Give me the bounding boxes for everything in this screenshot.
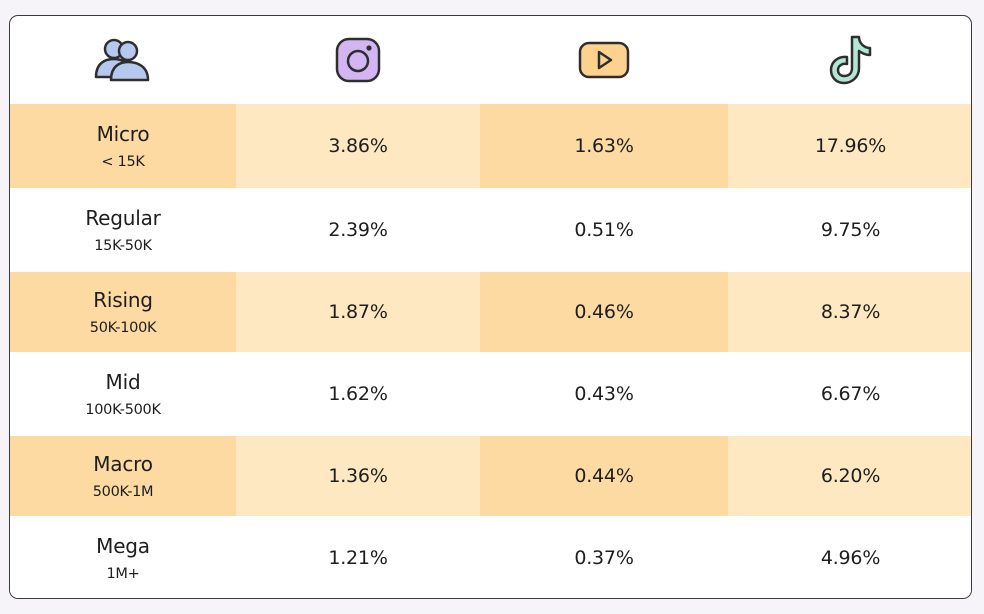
table-row-micro: Micro < 15K 3.86% 1.63% 17.96% (10, 104, 971, 188)
tiktok-value: 17.96% (814, 135, 887, 157)
instagram-value-cell: 1.21% (236, 516, 480, 598)
instagram-value: 3.86% (328, 135, 388, 157)
engagement-table: Micro < 15K 3.86% 1.63% 17.96% Regular 1… (9, 15, 972, 599)
tier-name: Macro (93, 451, 153, 476)
tiktok-value-cell: 17.96% (728, 104, 971, 188)
tiktok-value-cell: 8.37% (728, 272, 971, 352)
youtube-icon (578, 41, 630, 79)
tier-name: Mid (105, 369, 141, 394)
instagram-value: 2.39% (328, 219, 388, 241)
instagram-value-cell: 3.86% (236, 104, 480, 188)
tier-name: Micro (96, 121, 150, 146)
youtube-value-cell: 0.51% (480, 188, 728, 272)
instagram-value: 1.62% (328, 383, 388, 405)
instagram-value-cell: 1.87% (236, 272, 480, 352)
instagram-icon (335, 37, 381, 83)
tier-range: 1M+ (106, 565, 140, 582)
instagram-value-cell: 1.62% (236, 352, 480, 436)
tier-cell: Macro 500K-1M (10, 436, 236, 516)
youtube-value: 0.44% (574, 465, 634, 487)
tiktok-value-cell: 6.20% (728, 436, 971, 516)
youtube-value-cell: 0.43% (480, 352, 728, 436)
table-row-regular: Regular 15K-50K 2.39% 0.51% 9.75% (10, 188, 971, 272)
header-cell-tiktok (728, 16, 971, 104)
table-row-macro: Macro 500K-1M 1.36% 0.44% 6.20% (10, 436, 971, 516)
header-cell-tier (10, 16, 236, 104)
instagram-value: 1.36% (328, 465, 388, 487)
youtube-value: 1.63% (574, 135, 634, 157)
tiktok-value: 9.75% (820, 219, 881, 241)
tier-name: Mega (96, 533, 150, 558)
youtube-value-cell: 0.37% (480, 516, 728, 598)
youtube-value-cell: 0.44% (480, 436, 728, 516)
tier-cell: Regular 15K-50K (10, 188, 236, 272)
youtube-value-cell: 1.63% (480, 104, 728, 188)
tier-range: 15K-50K (94, 237, 152, 254)
tiktok-value: 6.67% (820, 383, 881, 405)
tier-cell: Micro < 15K (10, 104, 236, 188)
tier-name: Regular (85, 205, 161, 230)
tier-cell: Rising 50K-100K (10, 272, 236, 352)
youtube-value-cell: 0.46% (480, 272, 728, 352)
table-row-mid: Mid 100K-500K 1.62% 0.43% 6.67% (10, 352, 971, 436)
header-cell-instagram (236, 16, 480, 104)
youtube-value: 0.51% (574, 219, 634, 241)
tiktok-value-cell: 9.75% (728, 188, 971, 272)
tier-cell: Mid 100K-500K (10, 352, 236, 436)
instagram-value: 1.21% (328, 547, 388, 569)
tier-range: 500K-1M (92, 483, 154, 500)
table-row-rising: Rising 50K-100K 1.87% 0.46% 8.37% (10, 272, 971, 352)
header-cell-youtube (480, 16, 728, 104)
instagram-value: 1.87% (328, 301, 388, 323)
youtube-value: 0.46% (574, 301, 634, 323)
tier-range: 50K-100K (89, 319, 157, 336)
tiktok-value: 6.20% (820, 465, 881, 487)
tiktok-value: 8.37% (820, 301, 881, 323)
table-row-mega: Mega 1M+ 1.21% 0.37% 4.96% (10, 516, 971, 598)
tiktok-value-cell: 4.96% (728, 516, 971, 598)
tiktok-icon (828, 34, 874, 86)
instagram-value-cell: 1.36% (236, 436, 480, 516)
tier-name: Rising (93, 287, 153, 312)
tiktok-value: 4.96% (820, 547, 881, 569)
tier-range: < 15K (101, 153, 145, 170)
youtube-value: 0.37% (574, 547, 634, 569)
users-icon (93, 37, 153, 83)
table-header (10, 16, 971, 104)
tier-cell: Mega 1M+ (10, 516, 236, 598)
instagram-value-cell: 2.39% (236, 188, 480, 272)
youtube-value: 0.43% (574, 383, 634, 405)
tier-range: 100K-500K (85, 401, 161, 418)
tiktok-value-cell: 6.67% (728, 352, 971, 436)
